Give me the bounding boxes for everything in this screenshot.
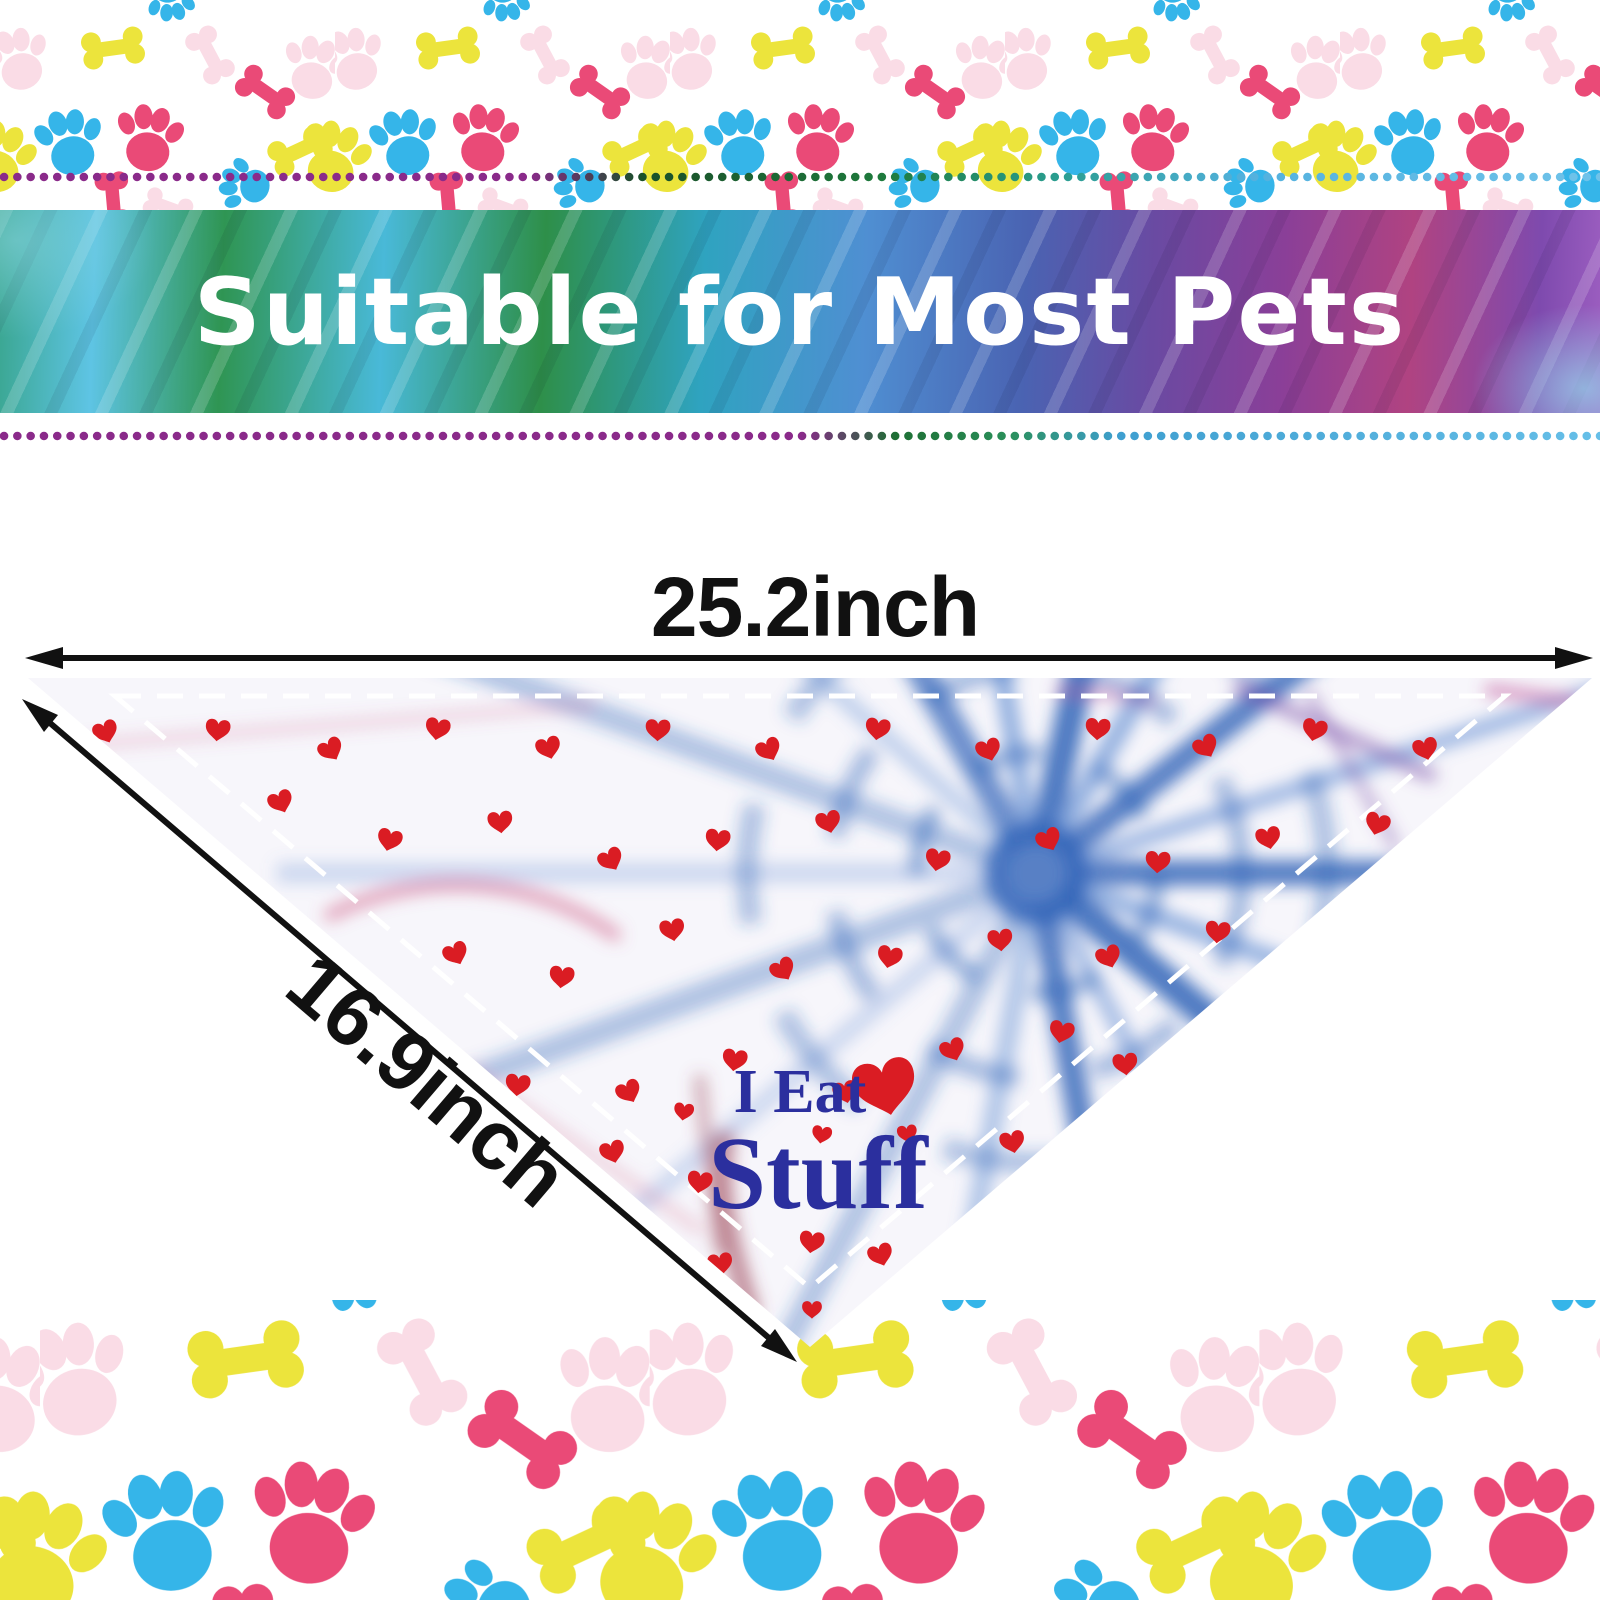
heart-icon <box>1050 1020 1075 1044</box>
heart-icon <box>722 1048 748 1072</box>
bandana-text-line2: Stuff <box>708 1116 929 1231</box>
banner: Suitable for Most Pets <box>0 210 1600 413</box>
heart-icon <box>755 736 780 760</box>
heart-icon <box>878 945 903 969</box>
arrowhead-left-icon <box>25 647 63 669</box>
heart-icon <box>597 846 622 870</box>
heart-icon <box>317 736 342 760</box>
heart-icon <box>1112 1052 1138 1076</box>
width-dimension-label: 25.2inch <box>651 560 979 654</box>
heart-icon <box>505 1073 531 1097</box>
heart-icon <box>1085 717 1111 741</box>
arrowhead-upleft-icon <box>22 699 58 732</box>
heart-icon <box>1095 944 1120 968</box>
heart-icon <box>769 956 794 980</box>
width-arrow <box>25 647 1593 669</box>
heart-icon <box>799 1230 825 1254</box>
heart-icon <box>1303 718 1328 742</box>
heart-icon <box>812 1125 833 1144</box>
heart-icon <box>442 941 467 965</box>
arrowhead-right-icon <box>1555 647 1593 669</box>
heart-icon <box>1145 850 1171 874</box>
heart-icon <box>267 789 292 813</box>
bandana-text-line1: I Eat <box>734 1058 867 1126</box>
heart-icon <box>999 1130 1024 1154</box>
heart-icon <box>1366 811 1391 835</box>
heart-icon <box>659 918 684 942</box>
heart-icon <box>852 1057 915 1115</box>
heart-icon <box>926 848 951 872</box>
heart-icon <box>549 965 575 989</box>
banner-title: Suitable for Most Pets <box>193 257 1407 366</box>
heart-icon <box>705 828 731 852</box>
heart-icon <box>1412 737 1437 760</box>
heart-icon <box>645 719 671 742</box>
arrowhead-downright-icon <box>761 1329 797 1362</box>
heart-icon <box>867 1242 892 1266</box>
heart-icon <box>205 718 231 742</box>
stitch-line <box>108 693 1512 1292</box>
hearts-print <box>92 717 1437 1319</box>
heart-icon <box>92 719 117 743</box>
heart-icon <box>615 1078 640 1102</box>
paw-bone-pattern-bottom <box>0 1300 1600 1600</box>
heart-icon <box>939 1037 964 1061</box>
heart-icon <box>378 828 403 851</box>
heart-icon <box>815 810 840 833</box>
heart-icon <box>535 735 560 759</box>
heart-icon <box>865 717 891 741</box>
heart-icon <box>1192 733 1217 757</box>
heart-icon <box>687 1170 713 1194</box>
heart-icon <box>897 1124 917 1143</box>
heart-icon <box>802 1301 822 1319</box>
bandana: I Eat Stuff <box>28 678 1592 1347</box>
heart-icon <box>975 737 1000 761</box>
heart-icon <box>1035 827 1060 851</box>
heart-icon <box>674 1102 694 1121</box>
heart-icon <box>599 1139 624 1163</box>
heart-icon <box>1205 920 1231 944</box>
heart-icon <box>987 928 1013 952</box>
heart-icon <box>426 717 451 741</box>
side-arrow <box>22 699 797 1362</box>
heart-icon <box>487 810 513 834</box>
heart-icon <box>832 1080 857 1104</box>
heart-icon <box>1255 826 1280 850</box>
